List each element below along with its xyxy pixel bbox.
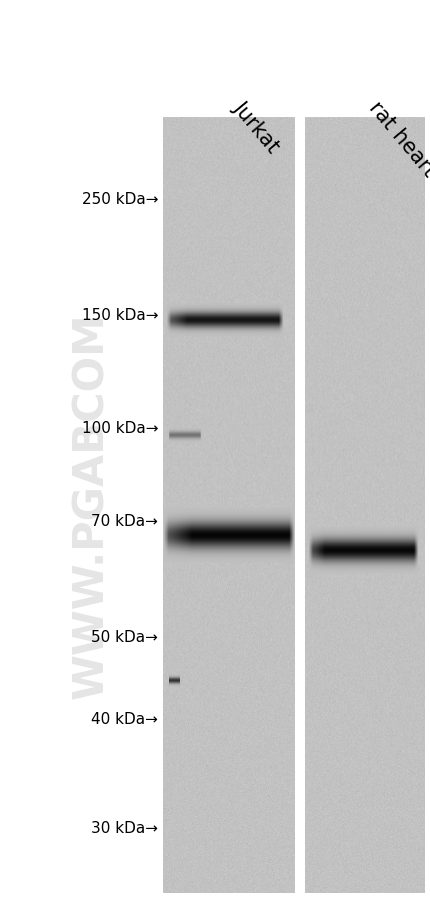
Text: 250 kDa→: 250 kDa→: [82, 192, 158, 207]
Text: rat heart: rat heart: [365, 97, 430, 180]
Text: 40 kDa→: 40 kDa→: [91, 711, 158, 726]
Text: 50 kDa→: 50 kDa→: [91, 630, 158, 645]
Text: 70 kDa→: 70 kDa→: [91, 513, 158, 529]
Text: 30 kDa→: 30 kDa→: [91, 820, 158, 834]
Text: Jurkat: Jurkat: [229, 97, 283, 156]
Text: 150 kDa→: 150 kDa→: [82, 308, 158, 323]
Text: WWW.PGABCOM: WWW.PGABCOM: [71, 312, 113, 698]
Text: 100 kDa→: 100 kDa→: [82, 420, 158, 436]
